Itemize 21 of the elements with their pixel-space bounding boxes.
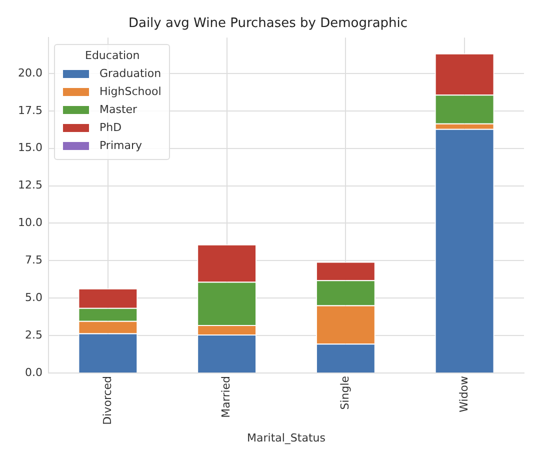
legend-label: PhD <box>99 120 122 136</box>
legend-title: Education <box>84 48 141 62</box>
legend-label: HighSchool <box>99 84 162 100</box>
y-tick-label: 2.5 <box>24 328 42 342</box>
x-tick-label: Married <box>220 376 233 418</box>
x-tick-label: Widow <box>457 376 470 412</box>
y-tick-label: 20.0 <box>18 66 42 80</box>
y-tick-label: 15.0 <box>18 141 42 154</box>
y-tick-label: 17.5 <box>18 104 42 117</box>
x-tick-label: Divorced <box>100 376 114 425</box>
y-tick-label: 12.5 <box>18 178 42 192</box>
legend-label: Master <box>99 102 138 118</box>
legend-label: Primary <box>99 138 142 154</box>
y-tick-label: 7.5 <box>24 254 42 267</box>
y-tick-label: 5.0 <box>24 290 42 304</box>
legend-label: Graduation <box>99 66 162 82</box>
chart-title: Daily avg Wine Purchases by Demographic <box>128 16 408 32</box>
x-axis-title: Marital_Status <box>247 431 326 444</box>
y-tick-label: 0.0 <box>24 366 42 379</box>
x-tick-label: Single <box>338 376 352 410</box>
y-tick-label: 10.0 <box>18 216 42 230</box>
